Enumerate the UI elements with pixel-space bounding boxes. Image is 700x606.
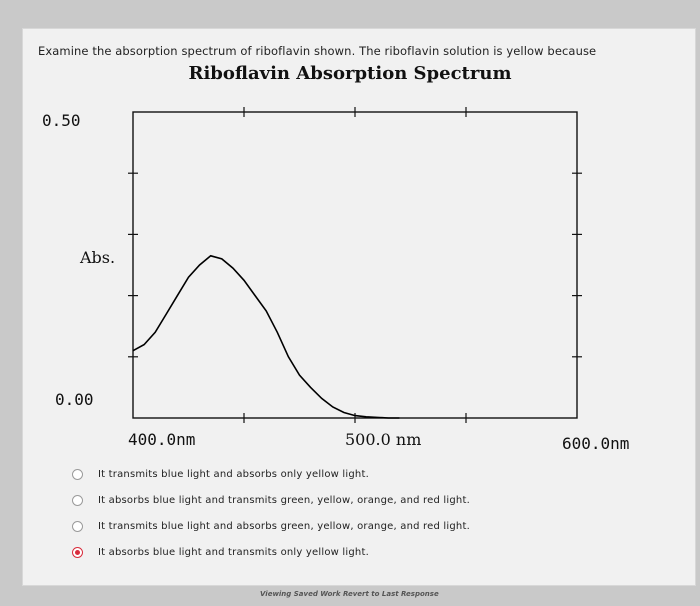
radio-button[interactable] — [72, 494, 83, 506]
chart-title: Riboflavin Absorption Spectrum — [188, 63, 512, 84]
answer-option-2[interactable]: It absorbs blue light and transmits gree… — [72, 489, 672, 511]
absorption-chart: 0.50 0.00 Abs. 400.0nm 500.0 nm 600.0nm — [42, 107, 629, 453]
y-axis-label: Abs. — [79, 248, 115, 267]
answer-option-label: It absorbs blue light and transmits only… — [98, 546, 369, 558]
absorbance-line — [132, 254, 400, 419]
x-tick-label-500: 500.0 nm — [345, 430, 421, 449]
radio-button[interactable] — [72, 546, 83, 558]
y-tick-label-top: 0.50 — [42, 111, 81, 130]
x-tick-label-600: 600.0nm — [562, 434, 629, 453]
y-tick-label-bottom: 0.00 — [55, 390, 94, 409]
answer-option-label: It transmits blue light and absorbs only… — [98, 468, 369, 480]
answer-option-4[interactable]: It absorbs blue light and transmits only… — [72, 541, 672, 563]
answer-option-3[interactable]: It transmits blue light and absorbs gree… — [72, 515, 672, 537]
x-tick-label-400: 400.0nm — [128, 430, 195, 449]
footer-links[interactable]: Viewing Saved Work Revert to Last Respon… — [260, 590, 439, 598]
radio-button[interactable] — [72, 468, 83, 480]
axis-ticks — [128, 107, 582, 423]
answer-option-1[interactable]: It transmits blue light and absorbs only… — [72, 463, 672, 485]
answer-options: It transmits blue light and absorbs only… — [72, 463, 672, 567]
radio-button[interactable] — [72, 520, 83, 532]
question-text: Examine the absorption spectrum of ribof… — [38, 44, 597, 58]
question-panel — [22, 28, 696, 586]
answer-option-label: It absorbs blue light and transmits gree… — [98, 494, 470, 506]
answer-option-label: It transmits blue light and absorbs gree… — [98, 520, 470, 532]
